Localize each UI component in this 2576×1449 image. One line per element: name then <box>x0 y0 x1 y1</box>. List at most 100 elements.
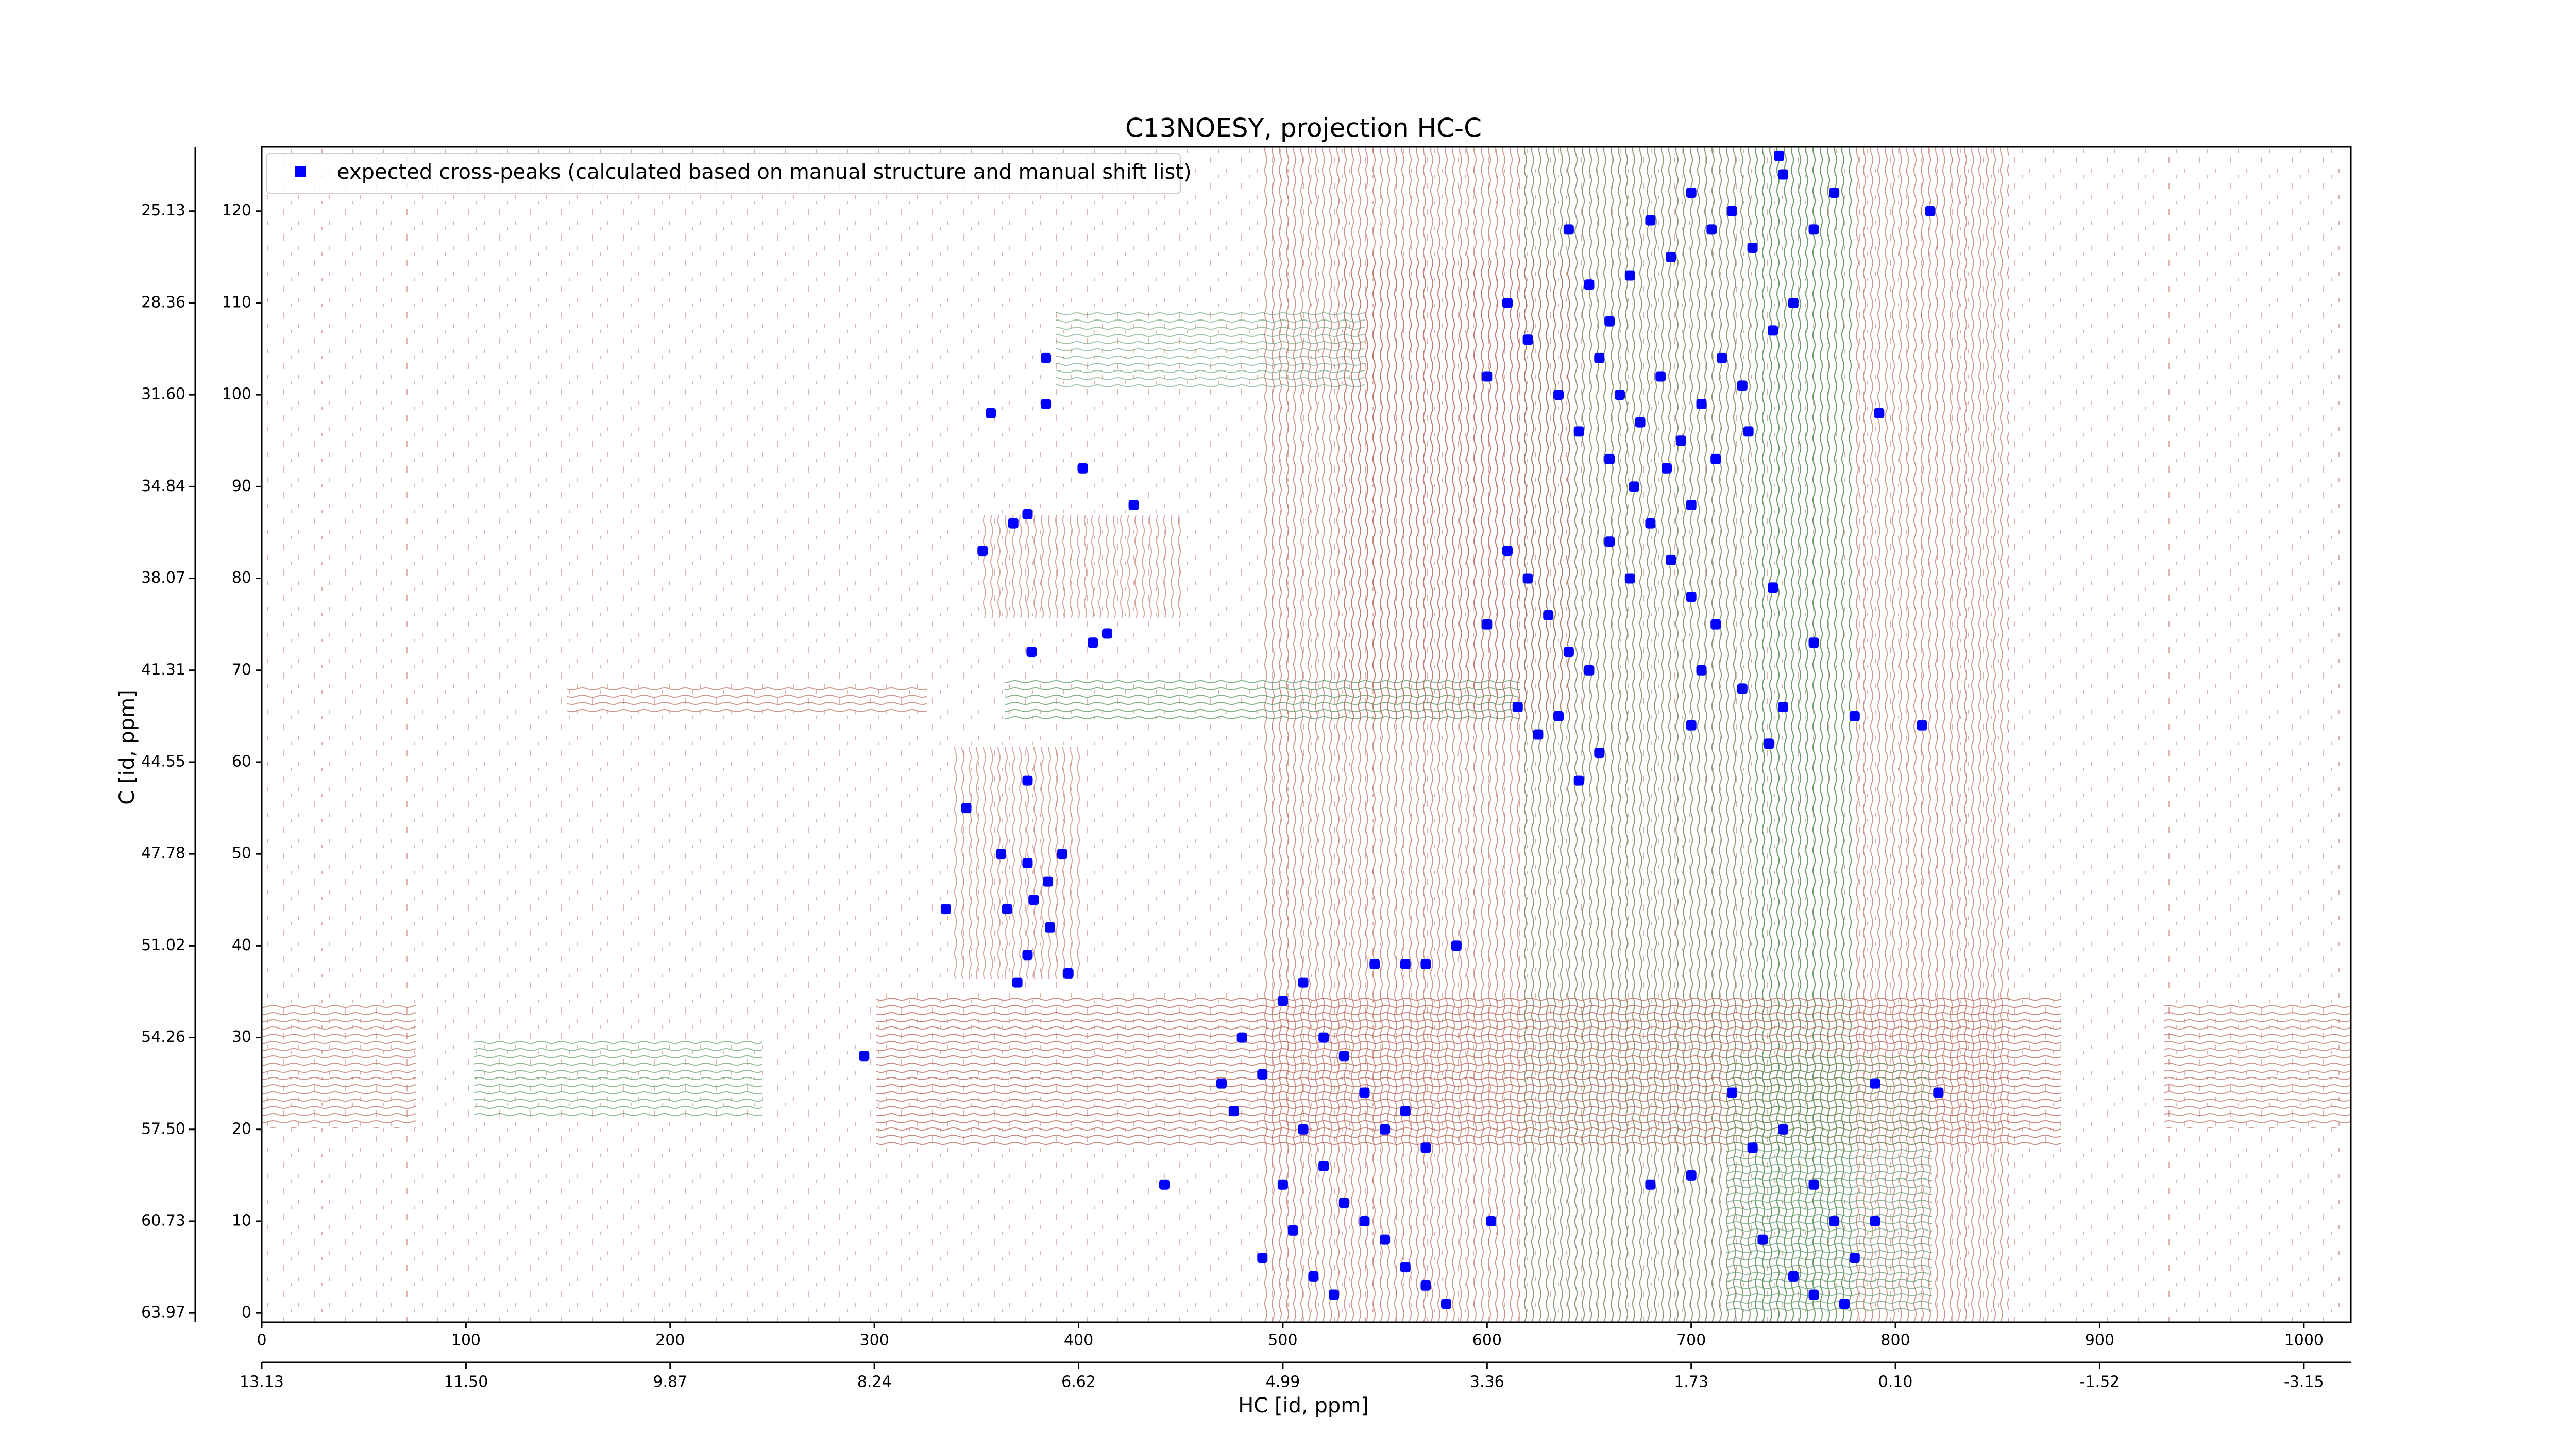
point <box>1788 297 1799 308</box>
point <box>1277 996 1288 1006</box>
point <box>1380 1124 1391 1135</box>
x-tick-label: 100 <box>451 1332 481 1350</box>
x2-tick-label: 4.99 <box>1266 1373 1300 1391</box>
x2-tick-label: 6.62 <box>1061 1373 1096 1391</box>
point <box>1624 573 1635 584</box>
point <box>1400 1262 1411 1273</box>
point <box>1159 1179 1170 1190</box>
point <box>1380 1234 1391 1245</box>
point <box>1012 977 1023 988</box>
point <box>1933 1087 1944 1098</box>
point <box>986 408 996 418</box>
point <box>1420 1142 1431 1153</box>
y-tick-label: 0 <box>242 1304 251 1322</box>
point <box>1870 1216 1880 1226</box>
y2-tick-label: 31.60 <box>141 385 185 403</box>
point <box>859 1051 870 1062</box>
chart-title: C13NOESY, projection HC-C <box>1125 113 1482 143</box>
point <box>1287 1225 1298 1236</box>
point <box>1737 380 1748 391</box>
y-tick-label: 70 <box>232 661 251 679</box>
point <box>1645 1179 1656 1190</box>
point <box>1102 628 1113 639</box>
point <box>1686 592 1697 602</box>
point <box>1002 904 1012 915</box>
point <box>1057 849 1067 860</box>
point <box>1008 518 1019 529</box>
point <box>1298 1124 1309 1135</box>
point <box>1533 729 1544 740</box>
point <box>1318 1161 1329 1172</box>
point <box>1629 481 1639 492</box>
point <box>1788 1271 1799 1282</box>
point <box>1216 1078 1227 1089</box>
point <box>1308 1271 1319 1282</box>
x-axis-label: HC [id, ppm] <box>1238 1394 1369 1418</box>
point <box>977 546 988 557</box>
point <box>1696 665 1707 676</box>
y-tick-label: 80 <box>232 569 251 587</box>
y2-tick-label: 41.31 <box>141 661 185 679</box>
point <box>1666 554 1676 565</box>
point <box>1764 738 1774 749</box>
point <box>1022 857 1033 868</box>
x-tick-label: 800 <box>1880 1332 1910 1350</box>
x-tick-label: 900 <box>2085 1332 2114 1350</box>
point <box>1553 390 1564 400</box>
point <box>1710 619 1721 630</box>
point <box>995 849 1006 860</box>
point <box>1808 637 1819 648</box>
x-tick-label: 500 <box>1268 1332 1297 1350</box>
point <box>1077 463 1088 474</box>
point <box>1925 206 1936 216</box>
legend-box <box>266 153 1181 194</box>
y2-tick-label: 63.97 <box>141 1304 185 1322</box>
point <box>1774 150 1785 161</box>
point <box>1737 683 1748 694</box>
point <box>1808 1289 1819 1300</box>
point <box>1318 1032 1329 1043</box>
point <box>1686 499 1697 510</box>
point <box>1359 1087 1370 1098</box>
legend: expected cross-peaks (calculated based o… <box>266 153 1192 194</box>
point <box>1369 959 1380 970</box>
y-tick-label: 20 <box>232 1120 251 1138</box>
point <box>1486 1216 1497 1226</box>
point <box>1584 279 1595 290</box>
y-tick-label: 10 <box>232 1211 251 1229</box>
point <box>1839 1299 1850 1309</box>
point <box>1298 977 1309 988</box>
point <box>1726 1087 1737 1098</box>
point <box>1874 408 1885 418</box>
point <box>1604 453 1615 464</box>
point <box>1808 1179 1819 1190</box>
point <box>1338 1198 1349 1208</box>
y-tick-label: 50 <box>232 845 251 863</box>
point <box>1088 637 1098 648</box>
legend-marker <box>295 166 306 177</box>
point <box>1420 959 1431 970</box>
point <box>1778 1124 1789 1135</box>
point <box>1778 702 1789 713</box>
point <box>1726 206 1737 216</box>
point <box>1768 582 1778 593</box>
point <box>1696 398 1707 409</box>
point <box>1563 647 1574 658</box>
point <box>1482 371 1493 382</box>
x2-tick-label: 9.87 <box>653 1373 687 1391</box>
point <box>1400 1106 1411 1117</box>
x-tick-label: 200 <box>655 1332 685 1350</box>
point <box>1043 876 1054 887</box>
point <box>1808 224 1819 235</box>
point <box>1655 371 1666 382</box>
y2-tick-label: 51.02 <box>141 936 185 954</box>
point <box>1553 711 1564 721</box>
point <box>1451 940 1462 951</box>
point <box>1768 325 1778 336</box>
point <box>1573 426 1584 437</box>
point <box>1522 334 1533 345</box>
y-tick-label: 100 <box>222 385 251 403</box>
point <box>1420 1280 1431 1291</box>
point <box>1028 895 1039 905</box>
